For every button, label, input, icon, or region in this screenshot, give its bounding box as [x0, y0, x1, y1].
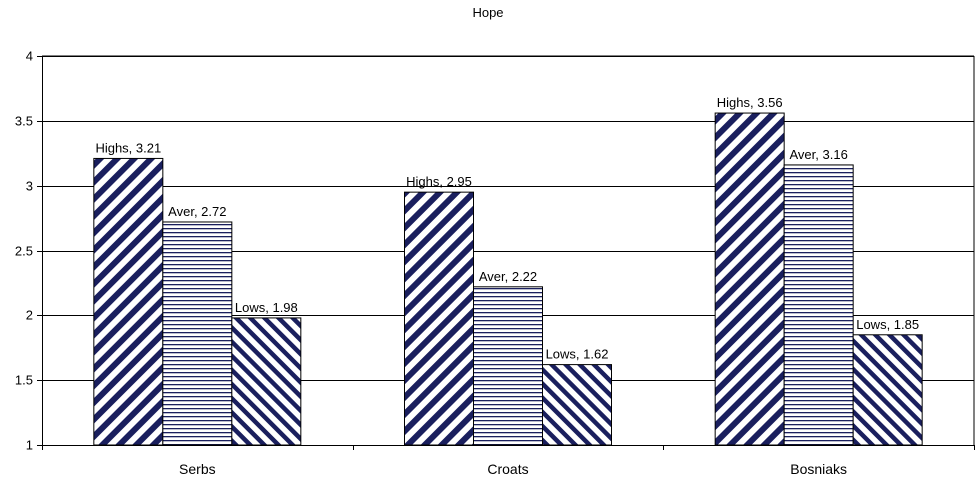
data-label: Highs, 2.95: [406, 174, 472, 189]
axes: 1 1.5 2 2.5 3 3.5 4 Serbs Croats Bosniaks: [15, 49, 975, 477]
bar-highs-serbs: [93, 157, 164, 446]
y-tick-label: 3: [26, 179, 33, 194]
x-category-label: Bosniaks: [790, 461, 847, 477]
y-tick-label: 3.5: [15, 114, 33, 129]
y-tick-label: 2.5: [15, 244, 33, 259]
data-label: Lows, 1.85: [856, 317, 919, 332]
bar-highs-croats: [404, 191, 474, 446]
bar-lows-serbs: [231, 317, 302, 446]
x-category-label: Serbs: [179, 461, 216, 477]
data-label: Highs, 3.21: [95, 140, 161, 155]
y-tick-label: 2: [26, 308, 33, 323]
data-labels: Highs, 3.21 Aver, 2.72 Lows, 1.98 Highs, 2.…: [95, 95, 919, 362]
data-label: Aver, 2.72: [168, 204, 226, 219]
data-label: Aver, 2.22: [479, 269, 537, 284]
bar-aver-bosniaks: [783, 164, 854, 446]
y-tick-label: 4: [26, 49, 33, 64]
data-label: Aver, 3.16: [790, 147, 848, 162]
bar-lows-croats: [542, 364, 612, 446]
bars: [93, 112, 923, 446]
bar-aver-croats: [473, 286, 543, 446]
chart-title: Hope: [472, 5, 503, 20]
data-label: Lows, 1.98: [235, 300, 298, 315]
y-tick-label: 1.5: [15, 373, 33, 388]
bar-aver-serbs: [162, 221, 233, 446]
data-label: Lows, 1.62: [546, 347, 609, 362]
bar-highs-bosniaks: [714, 112, 785, 446]
data-label: Highs, 3.56: [717, 95, 783, 110]
bar-lows-bosniaks: [852, 334, 923, 446]
x-category-label: Croats: [487, 461, 528, 477]
y-tick-label: 1: [26, 438, 33, 453]
